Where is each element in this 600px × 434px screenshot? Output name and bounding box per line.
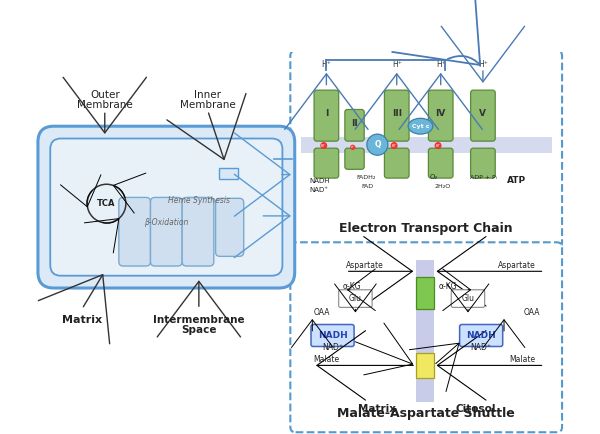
Circle shape xyxy=(350,145,355,150)
FancyBboxPatch shape xyxy=(314,148,338,178)
FancyBboxPatch shape xyxy=(428,148,453,178)
FancyBboxPatch shape xyxy=(470,148,495,178)
Text: Outer: Outer xyxy=(90,90,119,100)
Text: 2H₂O: 2H₂O xyxy=(434,184,451,188)
FancyBboxPatch shape xyxy=(290,51,562,247)
Text: OAA: OAA xyxy=(313,308,329,317)
Text: Malate: Malate xyxy=(509,355,536,364)
Ellipse shape xyxy=(408,118,433,134)
Text: Aspartate: Aspartate xyxy=(346,261,383,270)
Text: Matrix: Matrix xyxy=(62,315,102,325)
Text: Inner: Inner xyxy=(194,90,221,100)
Text: Glu: Glu xyxy=(349,294,362,303)
Text: Space: Space xyxy=(181,325,217,335)
Text: e⁻: e⁻ xyxy=(350,145,355,149)
Text: H⁺: H⁺ xyxy=(478,60,488,69)
Text: ATP: ATP xyxy=(507,176,526,185)
Text: V: V xyxy=(479,109,487,118)
Text: Membrane: Membrane xyxy=(77,100,133,110)
FancyBboxPatch shape xyxy=(119,197,151,266)
Text: NAD⁺: NAD⁺ xyxy=(310,187,329,194)
Text: I: I xyxy=(325,109,328,118)
Text: NADH: NADH xyxy=(466,331,496,340)
Bar xyxy=(301,137,551,153)
Text: II: II xyxy=(351,119,358,128)
FancyBboxPatch shape xyxy=(470,90,495,141)
Text: H⁺: H⁺ xyxy=(322,60,331,69)
FancyBboxPatch shape xyxy=(215,198,244,256)
FancyBboxPatch shape xyxy=(314,90,338,141)
Text: NADH: NADH xyxy=(317,331,347,340)
FancyBboxPatch shape xyxy=(451,290,485,307)
Bar xyxy=(416,353,434,378)
Text: NADH: NADH xyxy=(309,178,329,184)
Text: H⁺: H⁺ xyxy=(392,60,401,69)
Text: ADP + Pᵢ: ADP + Pᵢ xyxy=(470,175,496,180)
Text: OAA: OAA xyxy=(524,308,540,317)
Bar xyxy=(416,260,434,402)
Text: Malate: Malate xyxy=(313,355,340,364)
FancyBboxPatch shape xyxy=(345,148,364,169)
Text: Aspartate: Aspartate xyxy=(498,261,536,270)
FancyBboxPatch shape xyxy=(311,325,354,346)
Text: β-Oxidation: β-Oxidation xyxy=(144,218,188,227)
FancyBboxPatch shape xyxy=(290,242,562,432)
Text: Q: Q xyxy=(374,140,380,149)
Text: Membrane: Membrane xyxy=(180,100,236,110)
Text: Matrix: Matrix xyxy=(358,404,397,414)
Text: Glu: Glu xyxy=(461,294,475,303)
Text: FAD: FAD xyxy=(362,184,374,188)
Text: Intermembrane: Intermembrane xyxy=(153,315,245,325)
Text: Malate-Aspartate Shuttle: Malate-Aspartate Shuttle xyxy=(337,407,515,420)
Circle shape xyxy=(367,134,388,155)
Text: Heme Synthesis: Heme Synthesis xyxy=(168,197,230,205)
FancyBboxPatch shape xyxy=(182,197,214,266)
FancyBboxPatch shape xyxy=(385,90,409,141)
Text: α-KG: α-KG xyxy=(439,282,458,291)
FancyBboxPatch shape xyxy=(460,325,503,346)
FancyBboxPatch shape xyxy=(428,90,453,141)
Text: Citosol: Citosol xyxy=(455,404,496,414)
Text: TCA: TCA xyxy=(97,199,116,208)
Text: Cyt c: Cyt c xyxy=(412,124,429,129)
Text: α-KG: α-KG xyxy=(342,282,361,291)
Circle shape xyxy=(391,142,398,149)
Text: IV: IV xyxy=(436,109,446,118)
Text: NAD⁺: NAD⁺ xyxy=(470,343,491,352)
FancyBboxPatch shape xyxy=(345,109,364,141)
Bar xyxy=(219,168,238,179)
Text: O₂: O₂ xyxy=(430,174,438,180)
Text: NAD⁺: NAD⁺ xyxy=(322,343,343,352)
FancyBboxPatch shape xyxy=(151,197,182,266)
Text: e⁻: e⁻ xyxy=(391,143,397,148)
FancyBboxPatch shape xyxy=(385,148,409,178)
Text: III: III xyxy=(392,109,402,118)
Text: Electron Transport Chain: Electron Transport Chain xyxy=(340,222,513,235)
Text: e⁻: e⁻ xyxy=(321,143,326,148)
Circle shape xyxy=(320,142,327,149)
Text: H⁺: H⁺ xyxy=(436,60,446,69)
FancyBboxPatch shape xyxy=(338,290,372,307)
Text: FADH₂: FADH₂ xyxy=(356,175,376,180)
FancyBboxPatch shape xyxy=(50,138,283,276)
Text: e⁻: e⁻ xyxy=(435,143,441,148)
Circle shape xyxy=(434,142,442,149)
FancyBboxPatch shape xyxy=(38,126,295,288)
Bar xyxy=(416,277,434,309)
